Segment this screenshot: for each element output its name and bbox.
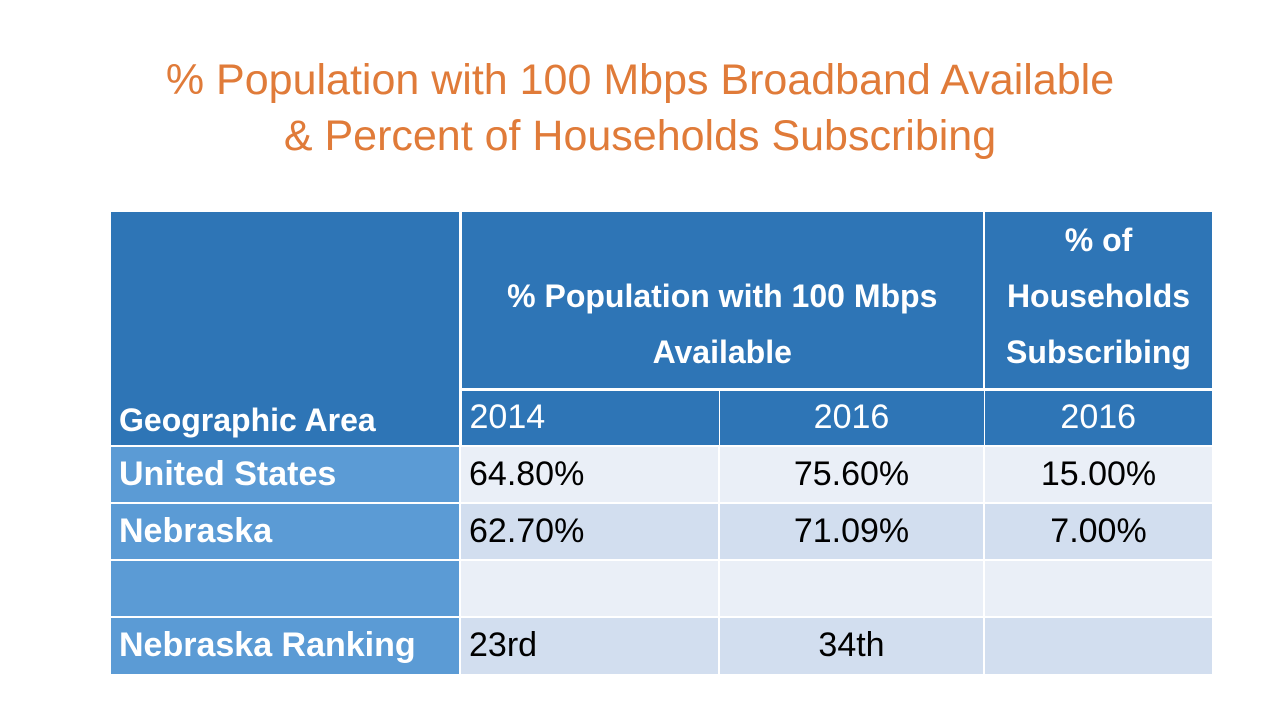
table-cell — [983, 615, 1212, 674]
table-cell: 75.60% — [718, 444, 984, 503]
table-cell: 62.70% — [459, 501, 719, 560]
row-label-nebraska-ranking: Nebraska Ranking — [111, 615, 460, 674]
row-label-united-states: United States — [111, 444, 460, 503]
slide-title-line-1: % Population with 100 Mbps Broadband Ava… — [165, 56, 1115, 104]
header-population-available: % Population with 100 Mbps Available — [460, 212, 985, 390]
row-label-empty — [111, 558, 460, 617]
table-cell: 7.00% — [983, 501, 1212, 560]
header-geographic-area: Geographic Area — [111, 212, 462, 446]
table-row: United States 64.80% 75.60% 15.00% — [111, 444, 1212, 503]
table-cell — [459, 558, 719, 617]
table-row — [111, 558, 1212, 617]
header-households-subscribing: % of Households Subscribing — [984, 212, 1212, 390]
table-cell — [983, 558, 1212, 617]
table-cell: 15.00% — [983, 444, 1212, 503]
table-cell — [718, 558, 984, 617]
table-cell: 71.09% — [718, 501, 984, 560]
slide-title-line-2: & Percent of Households Subscribing — [283, 112, 997, 160]
header-row: Geographic Area % Population with 100 Mb… — [111, 212, 1212, 446]
year-2016-population: 2016 — [718, 388, 984, 446]
slide-title: % Population with 100 Mbps Broadband Ava… — [0, 52, 1280, 164]
year-2016-subscribing: 2016 — [983, 388, 1212, 446]
table-cell: 34th — [718, 615, 984, 674]
table-row: Nebraska Ranking 23rd 34th — [111, 615, 1212, 674]
broadband-table: Geographic Area % Population with 100 Mb… — [111, 212, 1212, 674]
row-label-nebraska: Nebraska — [111, 501, 460, 560]
year-row: 2014 2016 2016 — [111, 388, 1212, 446]
table-cell: 64.80% — [459, 444, 719, 503]
table-cell: 23rd — [459, 615, 719, 674]
year-2014: 2014 — [458, 388, 719, 446]
table-row: Nebraska 62.70% 71.09% 7.00% — [111, 501, 1212, 560]
